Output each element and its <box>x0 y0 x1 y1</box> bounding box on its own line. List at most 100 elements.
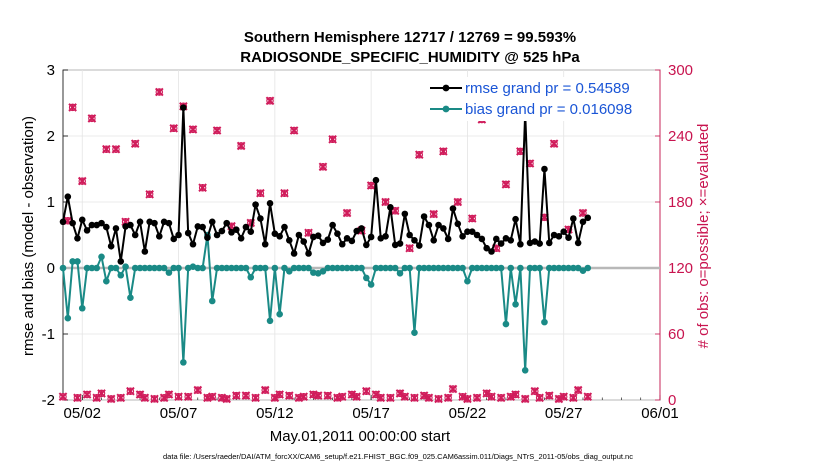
chart-subtitle: RADIOSONDE_SPECIFIC_HUMIDITY @ 525 hPa <box>240 49 580 66</box>
bias-point <box>218 264 226 272</box>
bias-point <box>83 264 91 272</box>
obs-evaluated-marker <box>511 390 520 399</box>
rmse-point <box>555 233 563 240</box>
y-axis-right: 0 60 120 180 240 300 <box>655 62 693 409</box>
rmse-point <box>348 237 356 245</box>
y-tick-label: 0 <box>47 260 55 277</box>
obs-evaluated-marker <box>386 393 395 403</box>
rmse-point <box>478 235 486 243</box>
obs-evaluated-marker <box>400 392 410 402</box>
rmse-point <box>228 229 235 236</box>
rmse-point <box>189 240 197 248</box>
bias-point <box>502 320 510 328</box>
bias-point <box>199 264 206 272</box>
rmse-point <box>141 248 149 255</box>
obs-evaluated-marker <box>164 390 174 399</box>
rmse-point <box>324 236 332 243</box>
obs-evaluated-marker <box>328 134 337 144</box>
bias-point <box>151 264 158 272</box>
obs-evaluated-marker <box>77 176 87 186</box>
bias-point <box>271 264 279 272</box>
bias-point <box>88 264 96 272</box>
obs-evaluated-marker <box>73 393 82 403</box>
obs-evaluated-marker <box>583 392 593 402</box>
rmse-point <box>473 231 481 239</box>
bias-point <box>165 269 173 276</box>
obs-evaluated-marker <box>381 197 390 207</box>
bias-point <box>493 264 500 272</box>
rmse-point <box>319 239 327 247</box>
bias-point <box>406 264 413 272</box>
rmse-point <box>74 235 81 242</box>
obs-evaluated-marker <box>371 390 381 399</box>
bias-point <box>112 264 120 272</box>
bias-point <box>473 264 481 272</box>
data-file-footer: data file: /Users/raeder/DAI/ATM_forcXX/… <box>163 452 633 461</box>
bias-point <box>545 264 553 272</box>
obs-evaluated-marker <box>424 393 434 403</box>
bias-point <box>497 264 505 272</box>
obs-evaluated-marker <box>299 392 309 402</box>
bias-point <box>223 264 230 272</box>
rmse-point <box>107 242 115 250</box>
rmse-point <box>444 235 452 243</box>
bias-point <box>420 264 428 272</box>
legend-box <box>425 77 653 121</box>
x-tick-label: 05/12 <box>256 405 294 422</box>
bias-point <box>295 264 303 272</box>
rmse-point <box>218 227 226 235</box>
rmse-point <box>78 216 86 224</box>
rmse-point <box>314 232 322 239</box>
obs-evaluated-marker <box>443 393 453 403</box>
rmse-point <box>103 223 110 231</box>
obs-evaluated-marker <box>97 389 106 398</box>
rmse-point <box>329 221 336 229</box>
rmse-point <box>435 221 442 229</box>
rmse-point <box>180 104 187 111</box>
obs-evaluated-marker <box>140 393 150 403</box>
rmse-point <box>570 215 577 222</box>
obs-evaluated-marker <box>275 390 284 399</box>
bias-point <box>468 264 476 272</box>
bias-point <box>353 264 360 272</box>
obs-evaluated-marker <box>405 243 414 253</box>
rmse-point <box>305 250 312 257</box>
y2-tick-label: 60 <box>668 326 685 343</box>
bias-point <box>550 264 558 272</box>
rmse-point <box>454 220 462 228</box>
obs-evaluated-marker <box>111 144 121 154</box>
rmse-point <box>184 229 192 237</box>
bias-point <box>435 264 442 272</box>
obs-evaluated-marker <box>395 389 405 398</box>
bias-point <box>98 253 105 261</box>
rmse-point <box>517 240 524 248</box>
bias-point <box>319 268 327 275</box>
bias-point <box>430 264 438 272</box>
rmse-point <box>536 240 543 247</box>
rmse-point <box>468 228 476 235</box>
rmse-point <box>208 218 216 226</box>
rmse-point <box>358 225 365 232</box>
x-tick-label: 05/02 <box>63 405 101 422</box>
series-layer <box>58 87 593 404</box>
rmse-point <box>367 233 375 241</box>
legend: rmse grand pr = 0.54589 bias grand pr = … <box>425 77 653 121</box>
rmse-point <box>415 242 423 249</box>
obs-evaluated-marker <box>260 385 270 395</box>
y-axis-label: rmse and bias (model - observation) <box>20 116 37 356</box>
rmse-point <box>512 215 519 223</box>
obs-evaluated-marker <box>439 147 448 156</box>
rmse-point <box>59 218 67 226</box>
rmse-point <box>507 236 515 244</box>
rmse-point <box>396 240 404 247</box>
rmse-point <box>401 210 409 218</box>
bias-point <box>334 264 341 272</box>
rmse-point <box>69 219 76 227</box>
rmse-point <box>247 228 255 235</box>
obs-evaluated-marker <box>270 393 280 403</box>
obs-evaluated-marker <box>135 390 145 399</box>
y2-axis-label: # of obs: o=possible; ×=evaluated <box>695 124 712 349</box>
rmse-point <box>493 235 500 243</box>
bias-point <box>570 264 577 272</box>
bias-point <box>411 329 418 336</box>
